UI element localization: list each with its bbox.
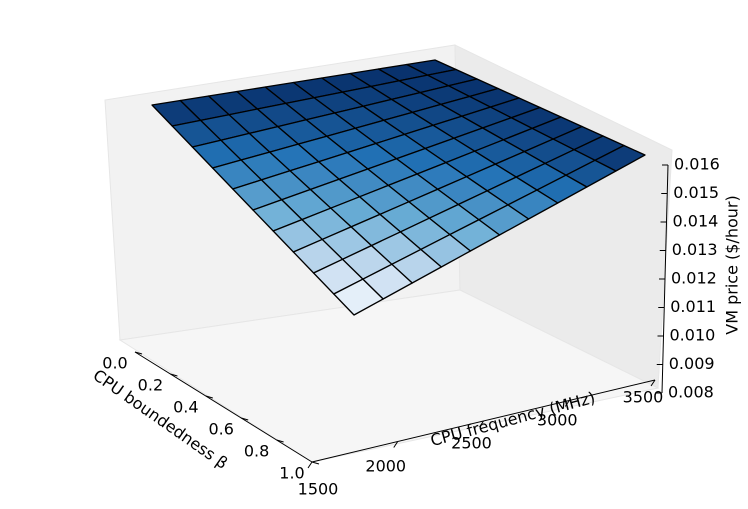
y-tick-label: 1500 <box>298 480 339 499</box>
x-tick <box>170 373 178 377</box>
surface <box>151 59 646 316</box>
x-tick-label: 1.0 <box>279 464 304 483</box>
z-tick-label: 0.016 <box>674 155 720 174</box>
y-tick-label: 2000 <box>365 457 406 476</box>
z-tick-label: 0.012 <box>671 269 717 288</box>
y-tick <box>564 400 570 407</box>
z-tick-label: 0.014 <box>673 212 719 231</box>
x-axis-line <box>134 351 313 463</box>
z-tick-label: 0.011 <box>670 297 716 316</box>
x-tick <box>205 395 213 399</box>
surface-cell <box>333 278 384 316</box>
y-tick-label: 3500 <box>623 388 664 407</box>
z-tick-label: 0.009 <box>669 354 715 373</box>
x-tick <box>241 417 249 421</box>
x-tick-label: 0.6 <box>208 420 233 439</box>
z-tick-label: 0.008 <box>668 383 714 402</box>
y-tick <box>479 420 484 428</box>
z-tick-label: 0.013 <box>672 240 718 259</box>
x-tick-label: 0.8 <box>244 442 269 461</box>
y-tick <box>307 461 313 469</box>
x-tick <box>276 439 284 443</box>
z-axis-title: VM price ($/hour) <box>723 195 742 334</box>
y-tick <box>393 441 399 448</box>
y-tick-label: 2500 <box>451 434 492 453</box>
y-tick <box>650 379 656 387</box>
z-tick-label: 0.015 <box>673 183 719 202</box>
z-tick-label: 0.010 <box>670 326 716 345</box>
x-tick-label: 0.0 <box>102 354 127 373</box>
x-tick-label: 0.4 <box>173 398 198 417</box>
x-tick <box>134 351 143 355</box>
x-tick <box>311 461 320 465</box>
x-tick-label: 0.2 <box>138 376 163 395</box>
y-tick-label: 3000 <box>537 411 578 430</box>
